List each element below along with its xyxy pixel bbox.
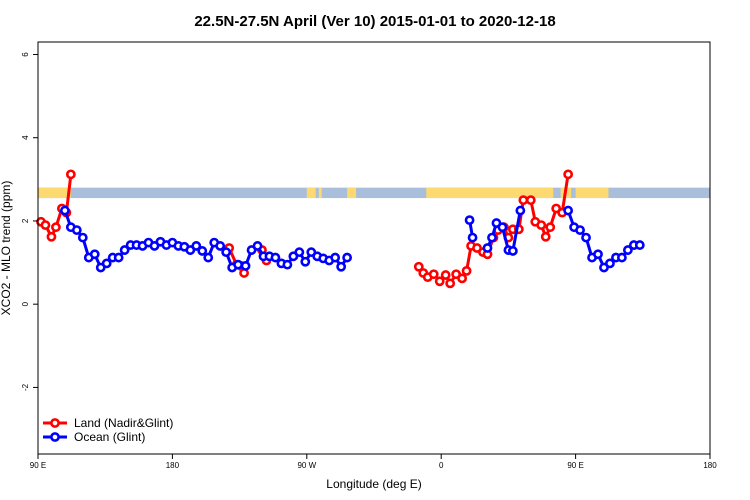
legend-label: Ocean (Glint) <box>74 430 145 444</box>
ocean-point <box>221 247 232 258</box>
band-ocean <box>38 187 710 199</box>
ocean-point <box>191 241 202 251</box>
ocean-point <box>507 246 518 256</box>
x-tick-label: 180 <box>166 461 180 470</box>
ocean-point <box>252 241 263 251</box>
chart-title: 22.5N-27.5N April (Ver 10) 2015-01-01 to… <box>194 13 555 30</box>
legend-swatch-point <box>50 432 60 442</box>
land-point <box>545 222 556 233</box>
y-tick-label: -2 <box>21 383 30 391</box>
land-point <box>540 231 551 242</box>
y-tick-label: 0 <box>21 301 30 306</box>
mask-band <box>38 187 710 199</box>
band-land-segment <box>306 187 316 199</box>
y-tick-label: 2 <box>21 218 30 223</box>
band-land-segment <box>318 187 322 199</box>
ocean-point <box>300 256 311 267</box>
ocean-point <box>581 232 591 243</box>
legend-entry: Ocean (Glint) <box>43 430 145 444</box>
land-point <box>46 231 57 242</box>
ocean-point <box>497 222 508 233</box>
land-point <box>40 220 51 231</box>
land-point <box>536 220 547 231</box>
series-layer <box>36 169 645 289</box>
ocean-point <box>605 258 615 269</box>
ocean-point <box>634 240 645 250</box>
ocean-point <box>101 258 112 269</box>
legend-entry: Land (Nadir&Glint) <box>43 416 173 430</box>
x-axis-label: Longitude (deg E) <box>326 477 421 491</box>
ocean-point <box>71 225 82 236</box>
y-axis: -2 0 2 4 6 <box>21 52 38 391</box>
ocean-point <box>575 225 585 236</box>
ocean-point <box>330 252 341 263</box>
x-tick-label: 90 E <box>567 461 583 470</box>
ocean-point <box>119 245 130 255</box>
legend-label: Land (Nadir&Glint) <box>74 416 173 430</box>
band-land-segment <box>426 187 554 199</box>
ocean-point <box>294 247 305 258</box>
ocean-point <box>616 252 627 263</box>
land-point <box>428 269 439 280</box>
band-land-segment <box>575 187 609 199</box>
ocean-point <box>270 252 281 263</box>
band-land-segment <box>38 187 71 199</box>
ocean-point <box>197 246 208 256</box>
plot-frame <box>37 41 711 455</box>
x-axis: 90 E 180 90 W 0 90 E 180 <box>30 454 717 470</box>
ocean-point <box>282 259 293 270</box>
ocean-point <box>482 243 493 253</box>
x-tick-label: 180 <box>703 461 717 470</box>
ocean-point <box>77 232 88 243</box>
ocean-series <box>59 205 353 273</box>
y-tick-label: 6 <box>21 52 30 57</box>
land-point <box>457 273 468 284</box>
ocean-point <box>336 261 347 272</box>
land-point <box>518 195 529 206</box>
ocean-point <box>59 205 70 216</box>
legend-swatch-point <box>50 418 60 428</box>
land-point <box>563 169 574 180</box>
band-land-segment <box>347 187 357 199</box>
land-point <box>525 195 536 206</box>
ocean-point <box>113 252 124 263</box>
land-point <box>440 270 451 280</box>
land-point <box>461 265 472 276</box>
ocean-point <box>203 252 214 263</box>
ocean-point <box>240 260 251 271</box>
ocean-point <box>215 241 226 251</box>
legend: Land (Nadir&Glint)Ocean (Glint) <box>43 416 173 444</box>
land-point <box>445 278 456 289</box>
land-point <box>413 261 424 272</box>
ocean-point <box>233 259 244 270</box>
ocean-point <box>563 205 574 216</box>
ocean-point <box>89 249 100 260</box>
x-tick-label: 90 W <box>297 461 316 470</box>
ocean-point <box>622 245 633 255</box>
y-tick-label: 4 <box>21 135 30 140</box>
ocean-point <box>487 232 497 243</box>
land-point <box>434 276 445 287</box>
ocean-point <box>464 215 475 226</box>
ocean-series <box>464 205 645 273</box>
ocean-point <box>593 249 603 260</box>
ocean-point <box>342 252 353 263</box>
ocean-point <box>515 205 526 216</box>
y-axis-label: XCO2 - MLO trend (ppm) <box>0 181 13 316</box>
x-tick-label: 0 <box>439 461 444 470</box>
land-point <box>65 169 76 180</box>
land-point <box>51 222 61 233</box>
ocean-point <box>467 232 478 243</box>
x-tick-label: 90 E <box>30 461 46 470</box>
